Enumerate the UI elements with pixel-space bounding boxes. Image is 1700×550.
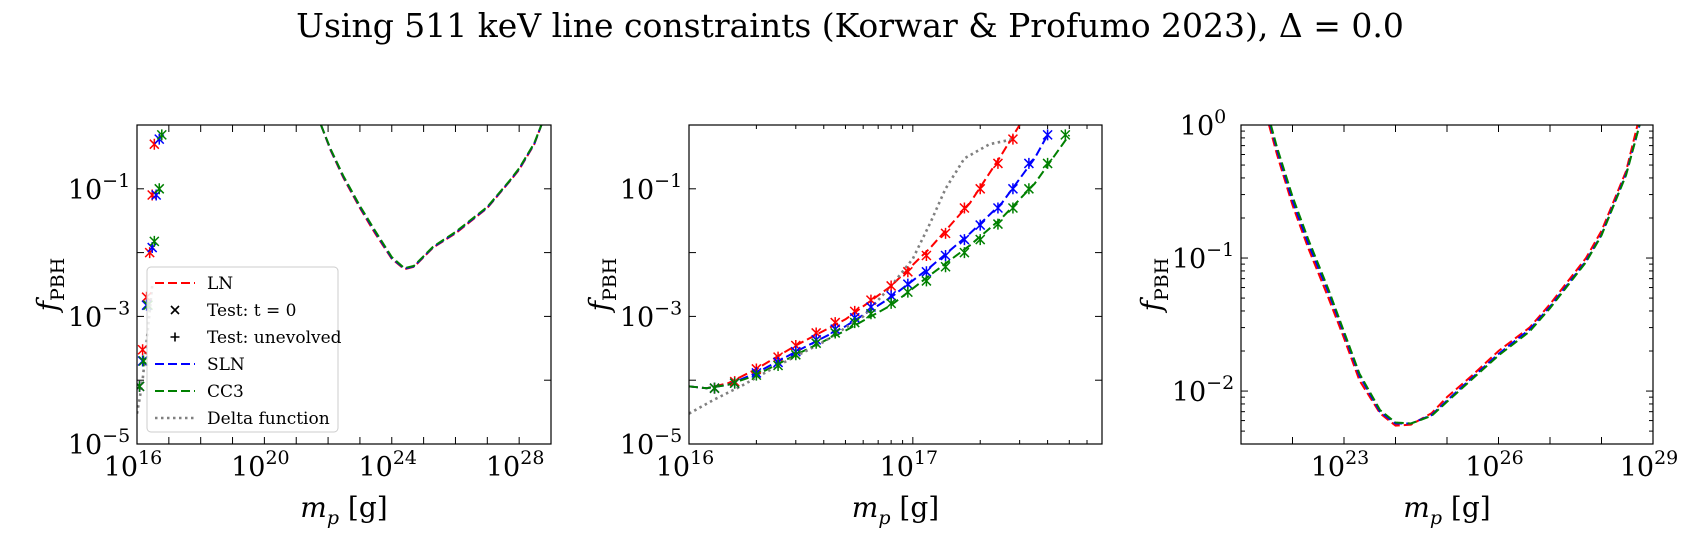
axes-frame (688, 124, 1103, 445)
series-line-ln (689, 125, 1021, 390)
data-point (865, 308, 876, 320)
y-tick-label: 10−5 (68, 425, 130, 461)
legend-box (146, 266, 339, 433)
panel-full-range: 1016 1020 1024 1028 10−5 10−3 10−1 mp [g] fPBH LN… (31, 124, 552, 529)
series-line-sln (689, 134, 1049, 390)
legend: LN Test: t = 0 Test: unevolved SLN CC3 Delta … (146, 266, 342, 433)
x-axis-label: mp [g] (300, 491, 387, 529)
plot-area (689, 125, 1071, 415)
data-point (154, 183, 165, 195)
legend-label: LN (207, 274, 233, 294)
x-axis-label: mp [g] (852, 491, 939, 529)
data-point (992, 202, 1003, 214)
x-tick-label: 1024 (358, 447, 417, 483)
x-tick-label: 1017 (880, 447, 939, 483)
y-tick-label: 10−1 (68, 170, 130, 206)
data-point (1023, 183, 1034, 195)
data-point (959, 234, 970, 246)
data-point (1042, 157, 1053, 169)
data-point (137, 380, 145, 392)
data-point (830, 327, 841, 339)
data-point (940, 227, 951, 239)
x-tick-label: 1029 (1620, 447, 1679, 483)
y-tick-label: 10−5 (620, 425, 682, 461)
axes-frame (136, 124, 552, 445)
data-point (156, 129, 167, 141)
x-tick-label: 1026 (1465, 447, 1524, 483)
data-point (975, 234, 986, 246)
panel-high-mass: 1023 1026 1029 10−2 10−1 100 mp [g] fPBH (1135, 106, 1678, 529)
y-axis-label: fPBH (31, 258, 69, 314)
data-point (137, 344, 148, 356)
series-line-cc3 (320, 125, 543, 270)
figure-title: Using 511 keV line constraints (Korwar &… (296, 6, 1404, 45)
legend-label: Delta function (207, 409, 330, 429)
data-point (992, 218, 1003, 230)
y-tick-label: 100 (1180, 106, 1226, 142)
data-point (975, 183, 986, 195)
data-point (1007, 133, 1018, 145)
y-axis-label: fPBH (583, 258, 621, 314)
data-point (773, 359, 784, 371)
data-point (921, 275, 932, 287)
axes-frame (1240, 124, 1654, 445)
data-point (886, 280, 897, 292)
data-point (886, 297, 897, 309)
series-line-cc3 (689, 134, 1071, 390)
data-point (790, 349, 801, 361)
data-point (902, 286, 913, 298)
x-tick-label: 1023 (1311, 447, 1370, 483)
data-point (751, 369, 762, 381)
data-point (849, 317, 860, 329)
data-point (729, 377, 740, 389)
y-tick-label: 10−3 (620, 297, 682, 333)
legend-label: Test: unevolved (207, 328, 342, 348)
series-line-sln (1269, 125, 1641, 425)
legend-label: Test: t = 0 (207, 301, 296, 321)
data-point (811, 337, 822, 349)
series-line-cc3 (1269, 125, 1641, 425)
x-tick-label: 1016 (104, 447, 163, 483)
x-tick-label: 1028 (486, 447, 545, 483)
series-line-ln (1268, 125, 1639, 427)
legend-swatch (170, 305, 180, 315)
data-point (940, 250, 951, 262)
x-tick-label: 1020 (231, 447, 290, 483)
data-point (940, 261, 951, 273)
x-axis-label: mp [g] (1403, 491, 1490, 529)
plot-area (1268, 125, 1641, 427)
data-point (709, 382, 720, 394)
x-tick-label: 1016 (656, 447, 715, 483)
data-point (975, 219, 986, 231)
data-point (149, 235, 160, 247)
data-point (1007, 183, 1018, 195)
y-tick-label: 10−3 (68, 297, 130, 333)
data-point (1042, 129, 1053, 141)
panel-low-mass: 1016 1017 10−5 10−3 10−1 mp [g] fPBH (583, 124, 1103, 529)
data-point (959, 247, 970, 259)
legend-label: SLN (207, 355, 245, 375)
legend-swatch (170, 332, 180, 342)
data-point (992, 157, 1003, 169)
data-point (921, 250, 932, 262)
data-point (902, 266, 913, 278)
data-point (1007, 202, 1018, 214)
data-point (959, 202, 970, 214)
y-tick-label: 10−1 (1172, 239, 1234, 275)
y-axis-label: fPBH (1135, 258, 1173, 314)
y-tick-label: 10−2 (1172, 372, 1234, 408)
legend-label: CC3 (207, 382, 244, 402)
series-line-delta-function (689, 137, 1014, 415)
data-point (1023, 157, 1034, 169)
y-tick-label: 10−1 (620, 170, 682, 206)
data-point (1060, 129, 1071, 141)
